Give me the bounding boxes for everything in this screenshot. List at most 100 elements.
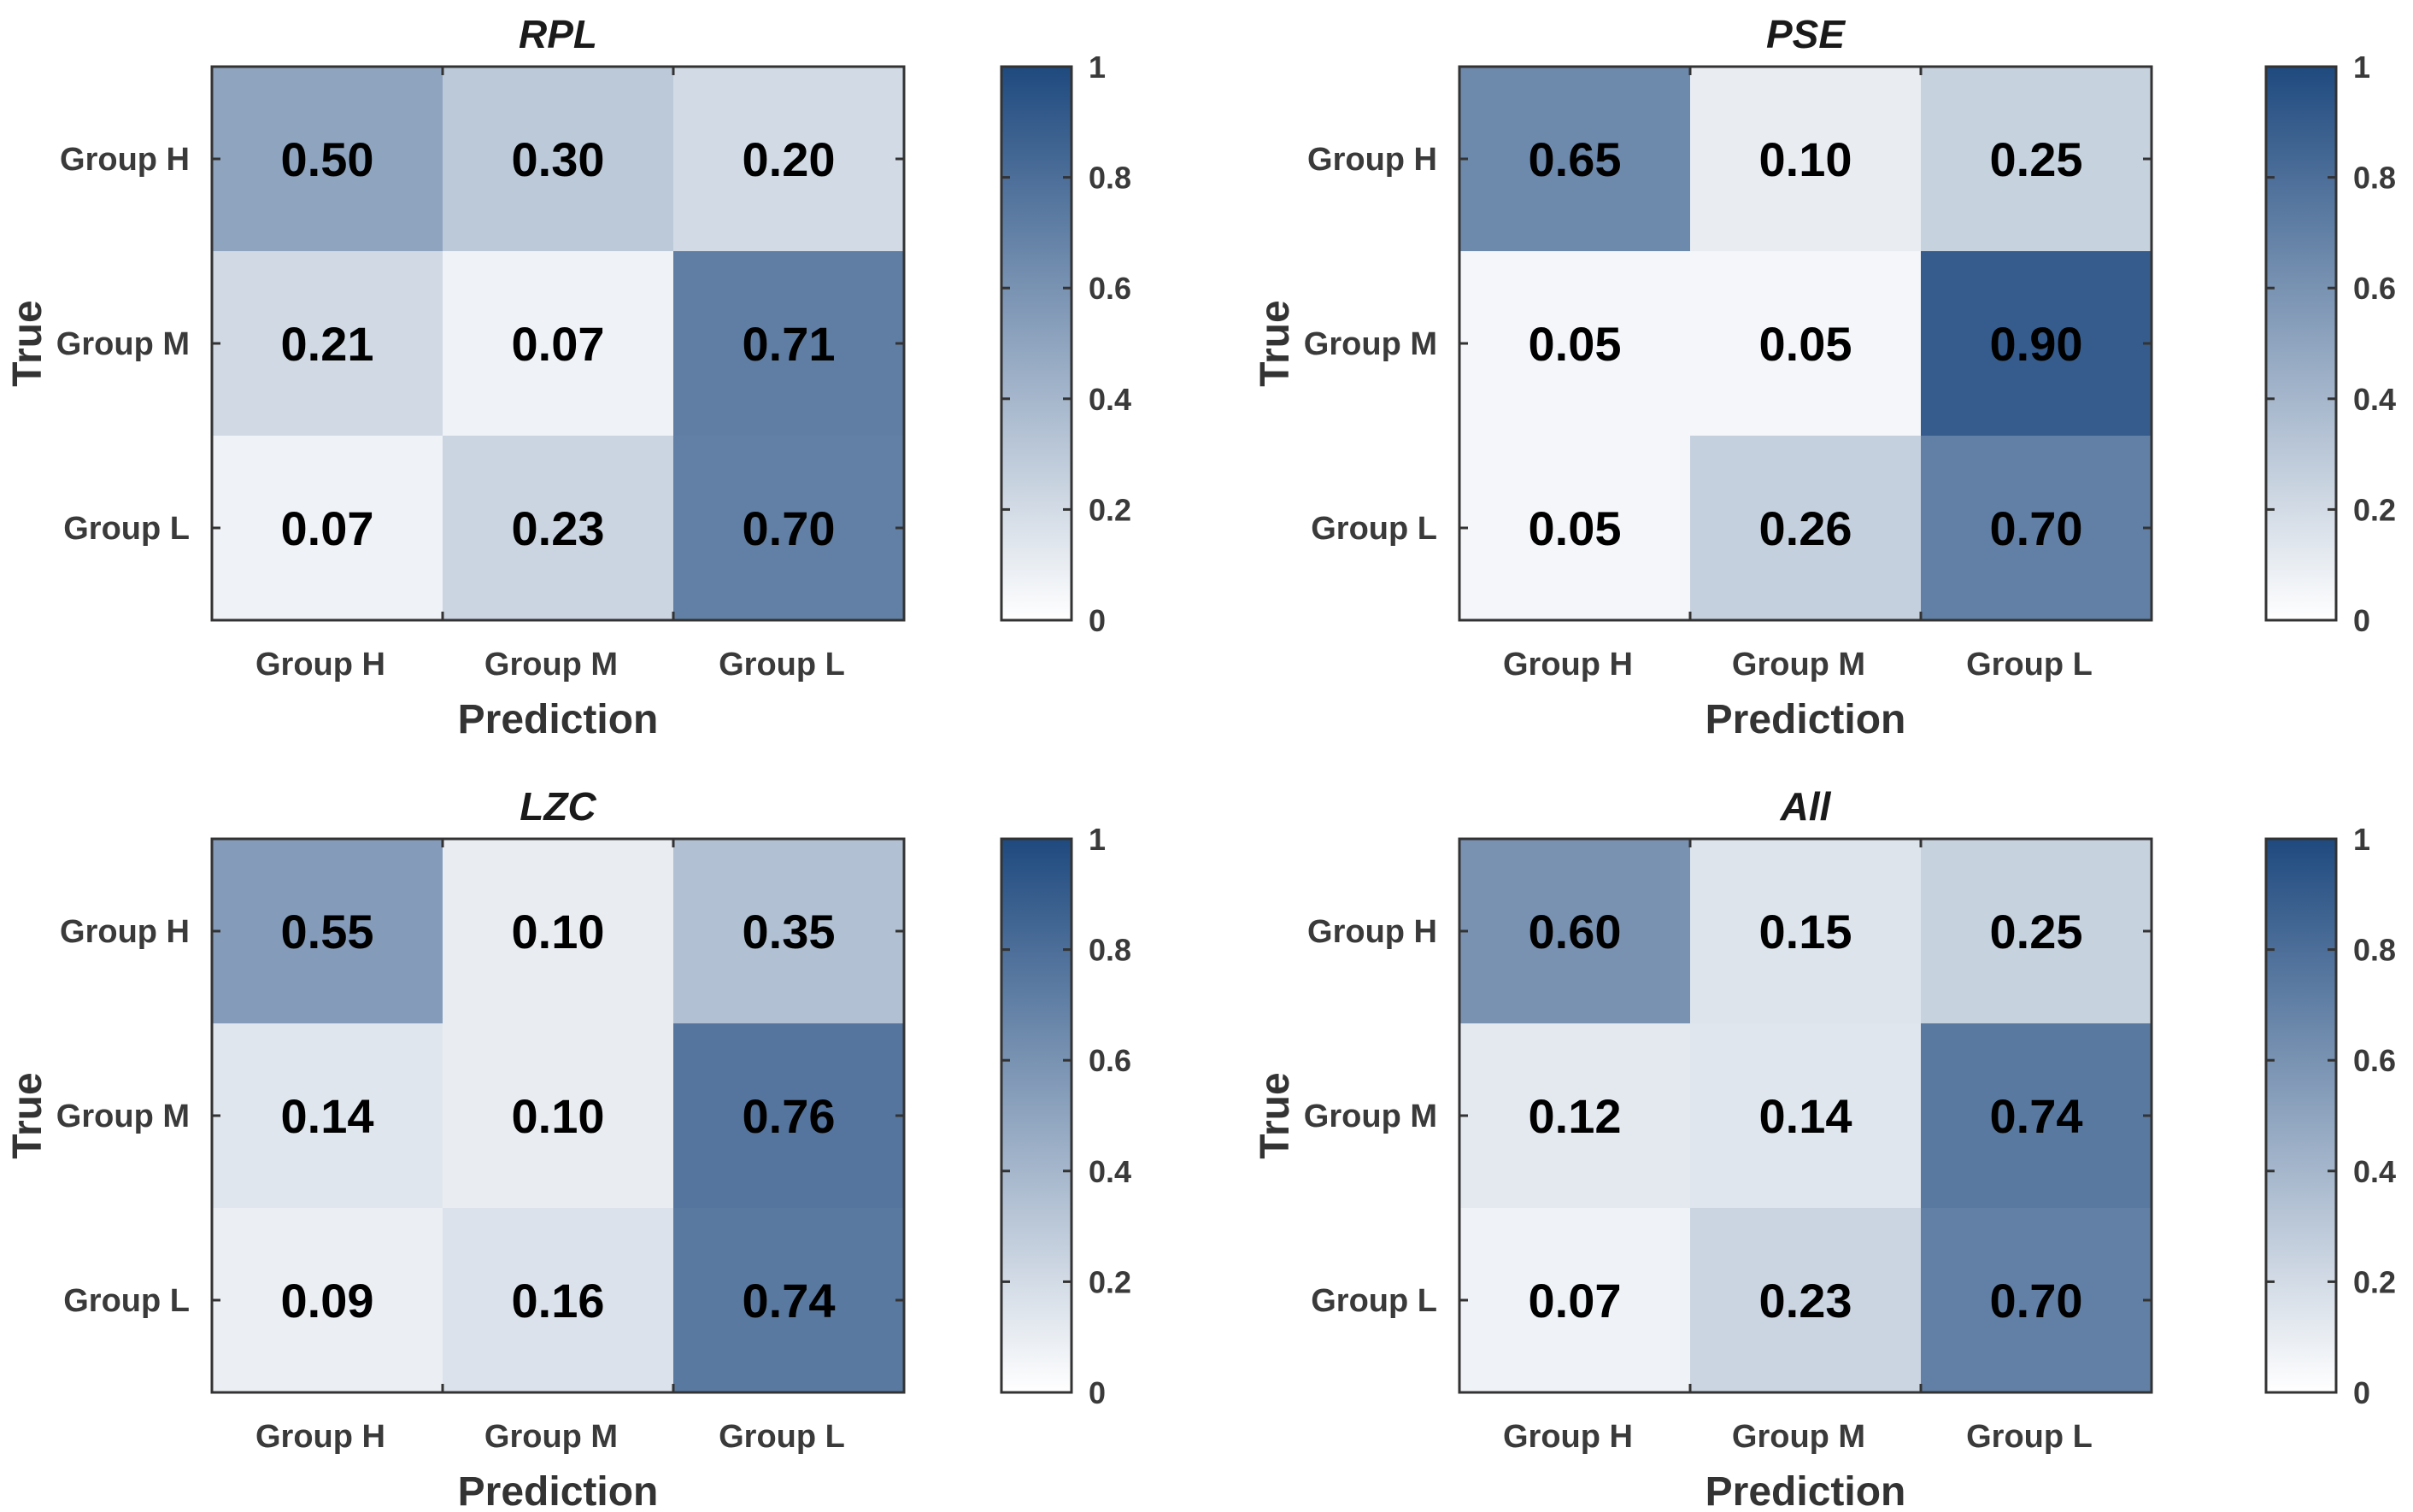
cell-value-label: 0.50 [281, 132, 374, 186]
y-tick-label: Group H [1307, 142, 1437, 178]
cell-value-label: 0.55 [281, 905, 374, 958]
y-tick-label: Group L [1311, 511, 1437, 547]
heatmap-cell [212, 67, 443, 251]
cell-value-label: 0.71 [743, 317, 836, 371]
heatmap-cell [673, 1208, 904, 1392]
heatmap-cell [443, 839, 673, 1023]
heatmap-cell [1459, 251, 1690, 436]
heatmap-panel-lzc: 0.55 0.10 0.35 0.14 0.10 0.76 0.09 0.16 0.74 LZC G… [5, 784, 1131, 1512]
cell-value-label: 0.30 [512, 132, 605, 186]
colorbar-tick-label: 0.4 [2353, 382, 2396, 417]
cell-value-label: 0.23 [512, 501, 605, 555]
cell-value-label: 0.07 [512, 317, 605, 371]
colorbar-tick-label: 0.4 [2353, 1154, 2396, 1189]
y-axis-label: True [5, 1072, 50, 1158]
y-axis-label: True [1253, 1072, 1298, 1158]
colorbar-tick-label: 1 [1089, 50, 1106, 85]
cell-value-label: 0.09 [281, 1274, 374, 1327]
cell-value-label: 0.10 [1759, 132, 1852, 186]
colorbar: 0 0.2 0.4 0.6 0.8 1 [2264, 50, 2396, 638]
heatmap-cell [673, 251, 904, 436]
x-axis-label: Prediction [458, 1469, 659, 1512]
cell-value-label: 0.35 [743, 905, 836, 958]
colorbar-gradient [1000, 837, 1073, 1394]
heatmap-cell [673, 839, 904, 1023]
y-tick-label: Group H [60, 914, 190, 950]
y-tick-label: Group L [63, 511, 190, 547]
colorbar-tick-label: 0.4 [1089, 382, 1131, 417]
colorbar-gradient [2264, 837, 2338, 1394]
heatmap-cell [1690, 251, 1921, 436]
heatmap-cell [212, 436, 443, 620]
colorbar-tick-label: 0 [2353, 603, 2370, 638]
colorbar-tick-label: 0.6 [2353, 1043, 2396, 1078]
cell-value-label: 0.14 [1759, 1089, 1852, 1143]
y-tick-label: Group L [63, 1283, 190, 1319]
cell-value-label: 0.76 [743, 1089, 836, 1143]
heatmap-cell [443, 436, 673, 620]
heatmap-cell [1459, 67, 1690, 251]
cell-value-label: 0.15 [1759, 905, 1852, 958]
chart-title: All [1780, 784, 1832, 829]
cell-value-label: 0.23 [1759, 1274, 1852, 1327]
heatmap-cell [1921, 67, 2152, 251]
heatmap-cell [1459, 436, 1690, 620]
cell-value-label: 0.07 [281, 501, 374, 555]
y-tick-label: Group H [60, 142, 190, 178]
heatmap-cell [1690, 67, 1921, 251]
colorbar-tick-label: 0.8 [1089, 161, 1131, 196]
heatmap-cell [1459, 1208, 1690, 1392]
y-tick-label: Group M [1304, 1099, 1437, 1134]
x-tick-label: Group M [1732, 647, 1865, 683]
colorbar-tick-label: 0 [1089, 603, 1106, 638]
heatmap-cell [443, 251, 673, 436]
x-tick-label: Group M [1732, 1419, 1865, 1455]
y-tick-label: Group M [56, 326, 190, 362]
heatmap-cell [673, 1023, 904, 1208]
cell-value-label: 0.05 [1529, 317, 1622, 371]
cell-value-label: 0.25 [1990, 132, 2083, 186]
cell-value-label: 0.90 [1990, 317, 2083, 371]
colorbar-tick-label: 1 [2353, 50, 2370, 85]
y-tick-label: Group H [1307, 914, 1437, 950]
heatmap-cell [443, 1023, 673, 1208]
heatmap-cell [673, 436, 904, 620]
cell-value-label: 0.60 [1529, 905, 1622, 958]
x-tick-label: Group H [1503, 647, 1633, 683]
colorbar-tick-label: 0 [1089, 1375, 1106, 1410]
colorbar-tick-label: 0.6 [1089, 271, 1131, 306]
y-tick-label: Group M [56, 1099, 190, 1134]
heatmap-cell [1921, 1208, 2152, 1392]
colorbar-tick-label: 0.2 [2353, 492, 2396, 527]
colorbar-gradient [2264, 65, 2338, 622]
cell-value-label: 0.05 [1759, 317, 1852, 371]
cell-value-label: 0.16 [512, 1274, 605, 1327]
cell-value-label: 0.74 [743, 1274, 836, 1327]
heatmap-cell [1921, 839, 2152, 1023]
cell-value-label: 0.26 [1759, 501, 1852, 555]
y-tick-label: Group M [1304, 326, 1437, 362]
heatmap-cell [1921, 1023, 2152, 1208]
cell-value-label: 0.20 [743, 132, 836, 186]
cell-value-label: 0.05 [1529, 501, 1622, 555]
colorbar: 0 0.2 0.4 0.6 0.8 1 [2264, 822, 2396, 1410]
x-tick-label: Group H [255, 1419, 385, 1455]
cell-value-label: 0.25 [1990, 905, 2083, 958]
x-axis-label: Prediction [458, 697, 659, 742]
colorbar: 0 0.2 0.4 0.6 0.8 1 [1000, 822, 1131, 1410]
x-axis-label: Prediction [1706, 697, 1906, 742]
heatmap-cell [1690, 436, 1921, 620]
heatmap-cell [212, 251, 443, 436]
colorbar-tick-label: 0 [2353, 1375, 2370, 1410]
colorbar-tick-label: 0.2 [1089, 492, 1131, 527]
x-tick-label: Group H [255, 647, 385, 683]
x-tick-label: Group M [484, 647, 618, 683]
chart-title: LZC [520, 784, 596, 829]
cell-value-label: 0.10 [512, 1089, 605, 1143]
cell-value-label: 0.74 [1990, 1089, 2083, 1143]
cell-value-label: 0.70 [743, 501, 836, 555]
x-axis-label: Prediction [1706, 1469, 1906, 1512]
colorbar-tick-label: 0.2 [2353, 1264, 2396, 1299]
colorbar-tick-label: 0.4 [1089, 1154, 1131, 1189]
cell-value-label: 0.65 [1529, 132, 1622, 186]
